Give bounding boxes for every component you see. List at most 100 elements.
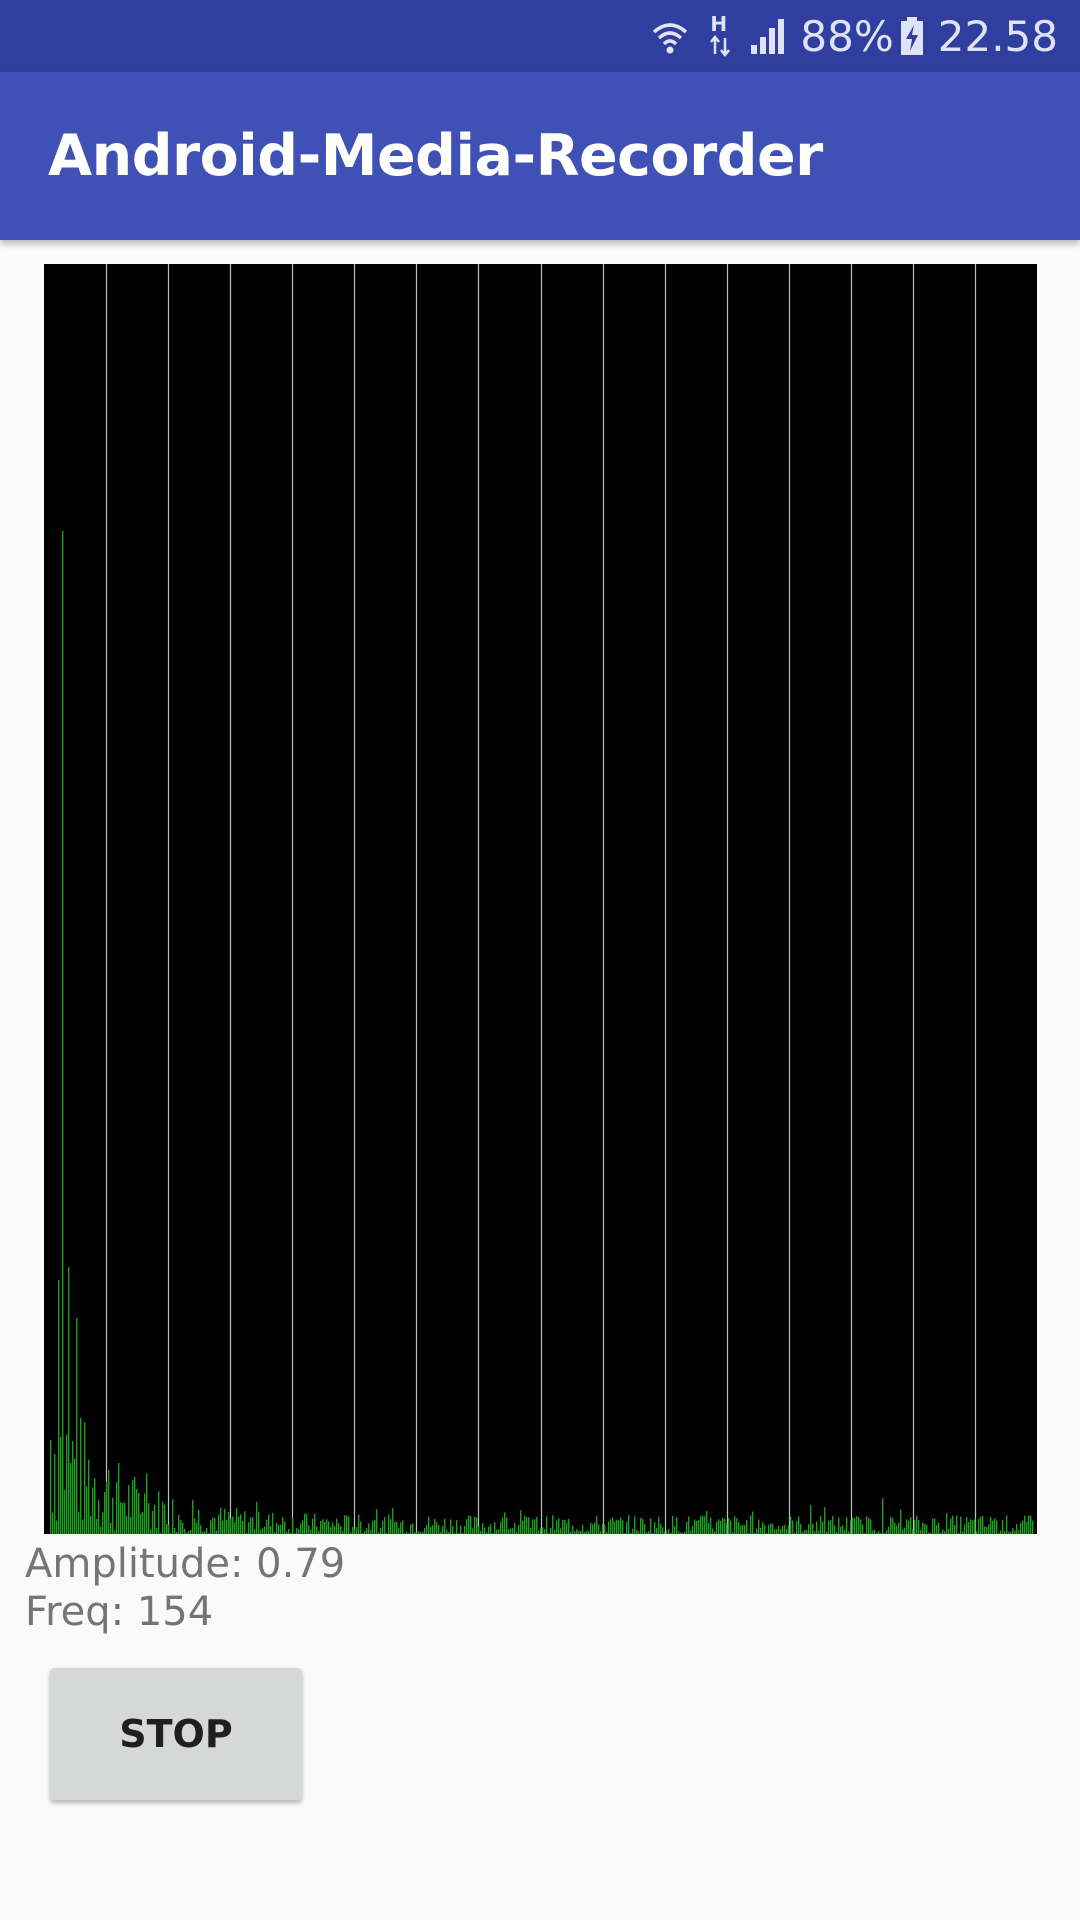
spectrum-bar — [376, 1509, 378, 1534]
signal-icon — [750, 17, 788, 55]
spectrum-bar — [180, 1520, 182, 1534]
spectrum-bar — [698, 1520, 700, 1534]
spectrum-bar — [276, 1522, 278, 1534]
spectrum-bar — [868, 1517, 870, 1534]
spectrum-bar — [178, 1514, 180, 1534]
spectrum-bar — [456, 1520, 458, 1534]
stop-button[interactable]: STOP — [50, 1668, 302, 1800]
spectrum-bar — [576, 1529, 578, 1534]
spectrum-bar — [514, 1523, 516, 1534]
spectrum-bar — [410, 1524, 412, 1534]
spectrum-bar — [694, 1519, 696, 1534]
spectrum-bar — [980, 1516, 982, 1534]
spectrum-bar — [70, 1462, 72, 1534]
spectrum-bar — [830, 1519, 832, 1534]
spectrum-bar — [138, 1493, 140, 1534]
spectrum-bar — [256, 1501, 258, 1534]
spectrum-bar — [246, 1532, 248, 1534]
spectrum-bar — [872, 1530, 874, 1534]
spectrum-plot — [50, 264, 1034, 1534]
spectrum-bar — [924, 1523, 926, 1534]
spectrum-bar — [984, 1526, 986, 1534]
spectrum-bar — [94, 1478, 96, 1534]
spectrum-bar — [322, 1519, 324, 1534]
spectrum-bar — [882, 1498, 884, 1534]
spectrum-bar — [524, 1515, 526, 1534]
spectrum-bar — [942, 1529, 944, 1534]
spectrum-bar — [592, 1524, 594, 1534]
spectrum-bar — [358, 1514, 360, 1534]
spectrum-bar — [1032, 1520, 1034, 1534]
spectrum-bar — [394, 1521, 396, 1534]
spectrum-bar — [728, 1518, 730, 1534]
spectrum-bar — [158, 1491, 160, 1534]
spectrum-bar — [88, 1459, 90, 1534]
spectrum-bar — [522, 1520, 524, 1534]
spectrum-bar — [952, 1515, 954, 1534]
spectrum-bar — [360, 1521, 362, 1534]
spectrum-bar — [546, 1516, 548, 1534]
spectrum-bar — [998, 1532, 1000, 1534]
spectrum-bar — [414, 1532, 416, 1534]
spectrum-bar — [484, 1527, 486, 1534]
spectrum-bar — [78, 1511, 80, 1534]
spectrum-bar — [520, 1510, 522, 1534]
spectrum-bar — [176, 1531, 178, 1534]
spectrum-visualizer — [44, 264, 1037, 1534]
spectrum-bar — [266, 1519, 268, 1534]
spectrum-bar — [976, 1531, 978, 1534]
spectrum-bar — [916, 1515, 918, 1534]
spectrum-bar — [536, 1516, 538, 1534]
spectrum-bar — [748, 1533, 750, 1534]
spectrum-bar — [640, 1517, 642, 1534]
spectrum-bar — [674, 1526, 676, 1534]
spectrum-bar — [702, 1515, 704, 1534]
spectrum-bar — [220, 1507, 222, 1534]
spectrum-bar — [218, 1514, 220, 1534]
spectrum-bar — [630, 1532, 632, 1534]
spectrum-bar — [346, 1515, 348, 1534]
spectrum-bar — [476, 1517, 478, 1534]
spectrum-bar — [404, 1533, 406, 1534]
spectrum-bar — [784, 1524, 786, 1534]
spectrum-bar — [1024, 1515, 1026, 1534]
spectrum-bar — [858, 1517, 860, 1534]
spectrum-bar — [660, 1524, 662, 1534]
spectrum-bar — [940, 1532, 942, 1534]
spectrum-bar — [798, 1516, 800, 1534]
spectrum-bar — [166, 1523, 168, 1534]
spectrum-bar — [710, 1517, 712, 1534]
spectrum-bar — [142, 1511, 144, 1534]
spectrum-bar — [328, 1521, 330, 1534]
spectrum-bar — [204, 1531, 206, 1534]
spectrum-bar — [56, 1520, 58, 1534]
spectrum-bar — [160, 1532, 162, 1534]
spectrum-bar — [1008, 1531, 1010, 1534]
spectrum-bar — [986, 1527, 988, 1534]
spectrum-bar — [734, 1516, 736, 1534]
spectrum-bar — [756, 1528, 758, 1534]
spectrum-bar — [870, 1519, 872, 1534]
spectrum-bar — [512, 1527, 514, 1534]
frequency-readout: Freq: 154 — [25, 1589, 214, 1635]
spectrum-bar — [74, 1458, 76, 1534]
spectrum-bar — [792, 1520, 794, 1534]
spectrum-bar — [172, 1499, 174, 1534]
spectrum-bar — [348, 1516, 350, 1534]
spectrum-bar — [590, 1522, 592, 1534]
spectrum-bar — [732, 1532, 734, 1534]
spectrum-bar — [854, 1518, 856, 1534]
spectrum-bar — [922, 1522, 924, 1534]
spectrum-bar — [962, 1531, 964, 1534]
spectrum-bar — [356, 1526, 358, 1534]
spectrum-bar — [106, 1481, 108, 1534]
spectrum-bar — [292, 1517, 294, 1534]
spectrum-bar — [462, 1533, 464, 1534]
spectrum-bar — [502, 1517, 504, 1534]
spectrum-bar — [840, 1526, 842, 1534]
spectrum-bar — [718, 1519, 720, 1534]
spectrum-bar — [888, 1527, 890, 1534]
spectrum-bar — [902, 1529, 904, 1534]
spectrum-bar — [556, 1520, 558, 1534]
spectrum-bar — [950, 1518, 952, 1534]
